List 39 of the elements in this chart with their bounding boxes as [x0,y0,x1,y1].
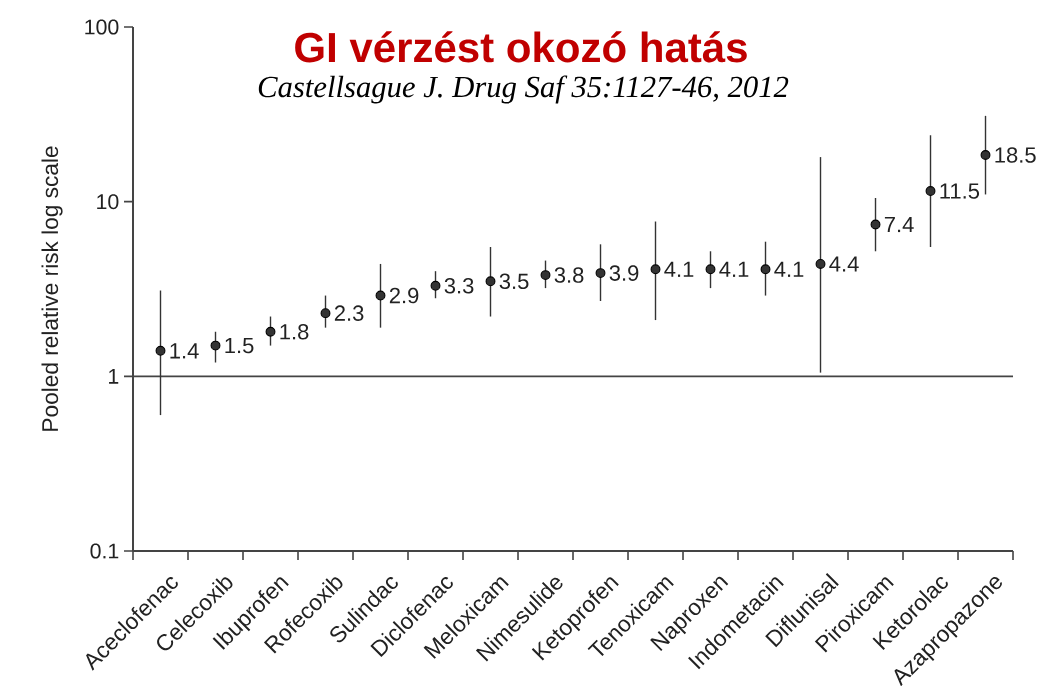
point [485,276,496,287]
data-label: 1.4 [170,343,199,359]
data-label: 18.5 [995,147,1036,163]
point [375,290,386,301]
y-tick-label: 0.1 [90,543,119,559]
point [430,280,441,291]
point [540,270,551,281]
point [870,219,881,230]
data-label: 4.4 [829,256,859,272]
y-tick-label: 10 [97,194,119,210]
y-tick-label: 1 [109,368,119,384]
point [925,186,936,197]
data-label: 11.5 [940,183,980,199]
point [760,264,771,275]
point [320,308,331,319]
data-label: 4.1 [719,261,749,277]
text: Castellsague J. Drug Saf 35:1127-46, 2012 [258,75,789,104]
point [595,268,606,279]
point [980,150,991,160]
data-label: 3.9 [609,265,639,281]
data-label: 3.8 [554,267,584,283]
data-label: 3.5 [499,273,529,290]
data-label: 4.1 [664,261,694,277]
point [155,345,166,356]
y-axis-title: Pooled relative risk log scale [41,146,63,431]
data-label: 2.9 [389,287,419,304]
data-label: 3.3 [444,277,474,294]
y-tick-label: 100 [85,19,119,35]
data-label: 1.8 [280,323,309,340]
data-label: 7.4 [884,216,914,233]
point [265,326,276,337]
data-label: 1.5 [225,337,254,354]
point [210,340,221,351]
data-label: 2.3 [334,305,364,321]
chart-title: GI vérzést okozó hatás [295,31,747,63]
point [650,264,661,275]
point [705,264,716,275]
data-label: 4.1 [774,261,804,277]
point [815,259,826,269]
